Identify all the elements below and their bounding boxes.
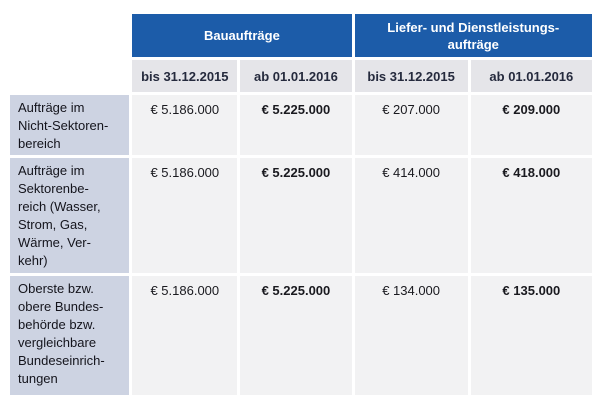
period-header-row: bis 31.12.2015 ab 01.01.2016 bis 31.12.2… — [10, 60, 592, 92]
table-row-bundesbehoerden: Oberste bzw. obere Bundes- behörde bzw. … — [10, 276, 592, 395]
thresholds-table: Bauaufträge Liefer- und Dienstleistungs-… — [7, 11, 595, 398]
row-label: Aufträge im Nicht-Sektoren- bereich — [10, 95, 130, 155]
column-header-bau-ab-2016: ab 01.01.2016 — [240, 60, 352, 92]
value-cell: € 414.000 — [354, 158, 468, 273]
value-cell: € 134.000 — [354, 276, 468, 395]
value-cell: € 5.225.000 — [240, 276, 352, 395]
value-cell: € 418.000 — [470, 158, 592, 273]
value-cell: € 209.000 — [470, 95, 592, 155]
value-cell: € 207.000 — [354, 95, 468, 155]
row-label: Aufträge im Sektorenbe- reich (Wasser, S… — [10, 158, 130, 273]
value-cell: € 135.000 — [470, 276, 592, 395]
value-cell: € 5.186.000 — [132, 276, 238, 395]
corner-cell-top — [10, 14, 129, 57]
column-header-bau-bis-2015: bis 31.12.2015 — [132, 60, 238, 92]
table-row-nicht-sektorenbereich: Aufträge im Nicht-Sektoren- bereich € 5.… — [10, 95, 592, 155]
row-label: Oberste bzw. obere Bundes- behörde bzw. … — [10, 276, 130, 395]
column-header-liefer-ab-2016: ab 01.01.2016 — [470, 60, 592, 92]
value-cell: € 5.225.000 — [240, 95, 352, 155]
value-cell: € 5.186.000 — [132, 158, 238, 273]
column-group-bauauftraege: Bauaufträge — [132, 14, 352, 57]
value-cell: € 5.186.000 — [132, 95, 238, 155]
group-header-row: Bauaufträge Liefer- und Dienstleistungs-… — [10, 14, 592, 57]
table-row-sektorenbereich: Aufträge im Sektorenbe- reich (Wasser, S… — [10, 158, 592, 273]
corner-cell-sub — [10, 60, 129, 92]
value-cell: € 5.225.000 — [240, 158, 352, 273]
column-group-liefer-dienstleistung: Liefer- und Dienstleistungs- aufträge — [354, 14, 592, 57]
column-header-liefer-bis-2015: bis 31.12.2015 — [354, 60, 468, 92]
